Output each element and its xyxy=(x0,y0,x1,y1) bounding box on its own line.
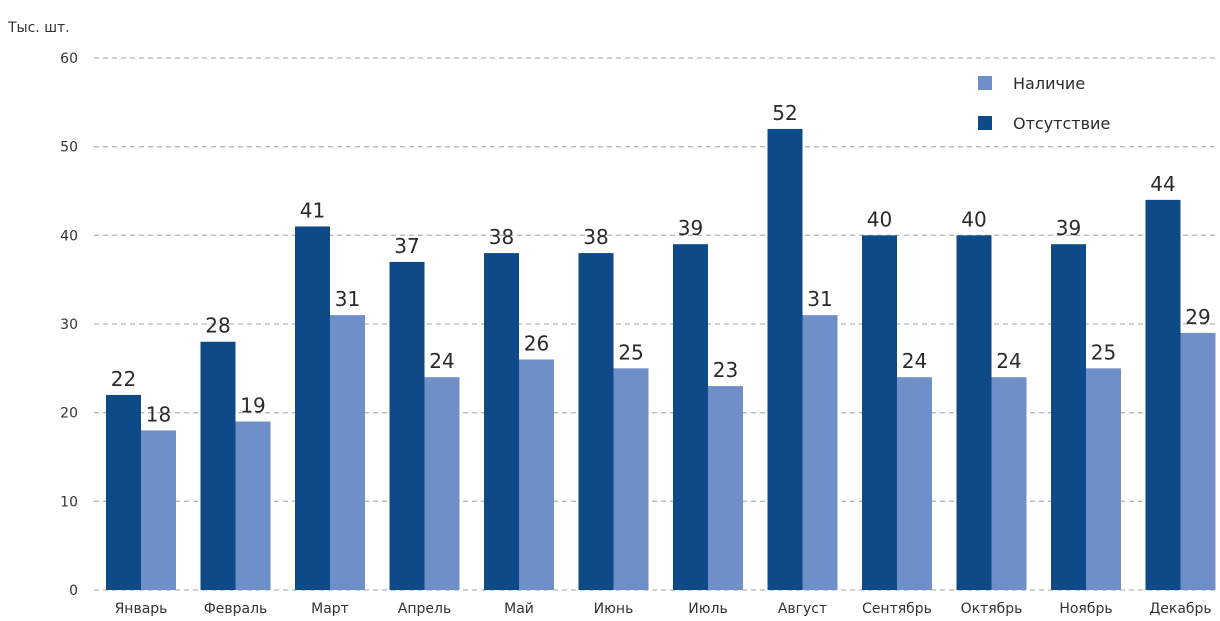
bar-otsutstvie xyxy=(106,394,141,590)
data-label: 24 xyxy=(429,349,454,373)
y-tick-label: 20 xyxy=(60,406,78,422)
bar-otsutstvie xyxy=(295,226,330,590)
gridlines xyxy=(94,57,1218,591)
bar-otsutstvie xyxy=(767,128,803,590)
x-tick-label: Февраль xyxy=(204,601,268,617)
x-tick-label: Октябрь xyxy=(961,601,1023,617)
y-axis-ticks: 0 10 20 30 40 50 60 xyxy=(60,51,78,599)
data-label: 24 xyxy=(902,349,927,373)
bar-nalichie xyxy=(424,377,460,590)
data-label: 39 xyxy=(678,216,703,240)
x-tick-label: Май xyxy=(504,601,534,617)
data-label: 25 xyxy=(618,340,643,364)
y-tick-label: 60 xyxy=(60,51,78,67)
data-label: 44 xyxy=(1150,172,1175,196)
y-tick-label: 0 xyxy=(69,583,78,599)
data-label: 37 xyxy=(394,234,419,258)
bar-otsutstvie xyxy=(484,253,519,591)
x-tick-label: Январь xyxy=(115,601,168,617)
bar-nalichie xyxy=(991,377,1027,590)
legend-swatch xyxy=(978,116,992,130)
legend-swatch xyxy=(978,76,992,90)
data-label: 31 xyxy=(335,287,360,311)
data-label: 19 xyxy=(240,394,265,418)
bar-nalichie xyxy=(897,377,932,590)
data-label: 40 xyxy=(867,207,892,231)
data-label: 39 xyxy=(1056,216,1081,240)
bar-otsutstvie xyxy=(956,235,992,591)
bar-nalichie xyxy=(235,421,271,590)
x-tick-label: Август xyxy=(778,601,827,617)
x-axis-ticks: Январь Февраль Март Апрель Май Июнь Июль Август… xyxy=(115,601,1212,617)
bar-nalichie xyxy=(330,315,365,590)
bar-otsutstvie xyxy=(1145,199,1181,590)
legend-label: Наличие xyxy=(1013,74,1085,93)
data-label: 29 xyxy=(1185,305,1210,329)
data-label: 26 xyxy=(524,331,549,355)
x-tick-label: Июль xyxy=(688,601,727,617)
data-label: 25 xyxy=(1091,340,1116,364)
bar-otsutstvie xyxy=(673,244,708,590)
x-tick-label: Апрель xyxy=(398,601,451,617)
bar-nalichie xyxy=(141,430,176,590)
bar-otsutstvie xyxy=(200,341,236,590)
bar-nalichie xyxy=(1086,368,1121,590)
data-label: 38 xyxy=(489,225,514,249)
x-tick-label: Декабрь xyxy=(1149,601,1211,617)
legend: Наличие Отсутствие xyxy=(978,74,1110,133)
y-tick-label: 40 xyxy=(60,228,78,244)
bar-nalichie xyxy=(708,386,743,590)
data-label: 41 xyxy=(300,198,325,222)
data-label: 40 xyxy=(961,207,986,231)
bar-otsutstvie xyxy=(862,235,897,591)
data-labels: 22 18 28 19 41 31 37 24 38 26 38 25 39 23 52 31 40 24 40 24… xyxy=(111,101,1211,426)
bar-nalichie xyxy=(613,368,649,590)
y-unit-label: Тыс. шт. xyxy=(7,20,70,36)
data-label: 38 xyxy=(583,225,608,249)
y-tick-label: 10 xyxy=(60,494,78,510)
data-label: 22 xyxy=(111,367,136,391)
data-label: 18 xyxy=(146,402,171,426)
bars xyxy=(106,128,1216,591)
x-tick-label: Сентябрь xyxy=(862,601,932,617)
y-tick-label: 30 xyxy=(60,317,78,333)
bar-nalichie xyxy=(519,359,554,590)
data-label: 31 xyxy=(807,287,832,311)
bar-otsutstvie xyxy=(1051,244,1086,590)
bar-otsutstvie xyxy=(578,253,614,591)
x-tick-label: Ноябрь xyxy=(1059,601,1112,617)
bar-nalichie xyxy=(802,315,838,590)
data-label: 23 xyxy=(713,358,738,382)
bar-nalichie xyxy=(1180,332,1216,590)
data-label: 24 xyxy=(996,349,1021,373)
legend-label: Отсутствие xyxy=(1013,114,1110,133)
y-tick-label: 50 xyxy=(60,140,78,156)
data-label: 28 xyxy=(205,314,230,338)
x-tick-label: Март xyxy=(311,601,349,617)
bar-otsutstvie xyxy=(389,261,425,590)
data-label: 52 xyxy=(772,101,797,125)
x-tick-label: Июнь xyxy=(594,601,634,617)
